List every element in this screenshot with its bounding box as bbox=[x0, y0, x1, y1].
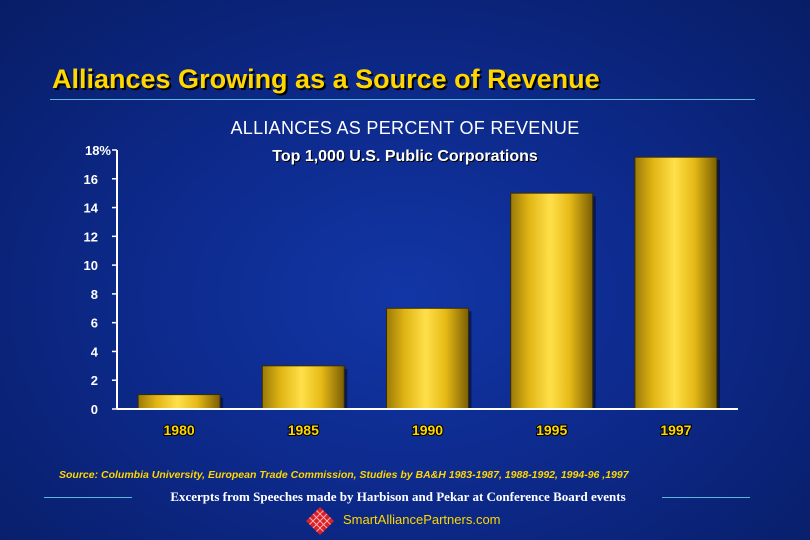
y-tick-label: 8 bbox=[91, 287, 98, 302]
slide-title: Alliances Growing as a Source of Revenue bbox=[52, 64, 600, 94]
chart-title: ALLIANCES AS PERCENT OF REVENUE bbox=[230, 118, 580, 138]
brand-link[interactable]: SmartAlliancePartners.com bbox=[343, 512, 501, 527]
x-tick-label: 1995 bbox=[536, 422, 567, 438]
diamond-lattice-icon bbox=[306, 507, 334, 535]
x-axis-labels: 1980 1985 1990 1995 1997 bbox=[163, 421, 693, 439]
bar-1990 bbox=[386, 307, 469, 410]
bar-1985 bbox=[261, 365, 345, 410]
chart-subtitle: Top 1,000 U.S. Public Corporations bbox=[272, 148, 538, 165]
footer-divider-right bbox=[662, 497, 750, 498]
chart-axes bbox=[112, 149, 738, 410]
y-tick-label: 2 bbox=[91, 373, 98, 388]
y-tick-label: 4 bbox=[91, 344, 99, 359]
title-divider bbox=[50, 99, 755, 100]
footer-caption: Excerpts from Speeches made by Harbison … bbox=[170, 489, 626, 504]
y-tick-label: 0 bbox=[91, 402, 98, 417]
x-tick-label: 1980 bbox=[164, 422, 195, 438]
bar-1995 bbox=[510, 192, 594, 410]
y-tick-label: 14 bbox=[84, 201, 99, 216]
y-tick-label: 12 bbox=[84, 229, 98, 244]
x-tick-label: 1990 bbox=[412, 422, 443, 438]
footer-divider-left bbox=[44, 497, 132, 498]
x-tick-label: 1985 bbox=[288, 422, 319, 438]
y-axis-labels: 0 2 4 6 8 10 12 14 16 18% bbox=[84, 143, 112, 417]
x-tick-label: 1997 bbox=[660, 422, 691, 438]
bar-series bbox=[137, 156, 720, 410]
bar-1980 bbox=[137, 394, 221, 410]
y-tick-label: 10 bbox=[84, 258, 98, 273]
source-note: Source: Columbia University, European Tr… bbox=[59, 469, 629, 481]
y-tick-label: 6 bbox=[91, 316, 98, 331]
y-tick-label: 16 bbox=[84, 172, 98, 187]
y-tick-label: 18% bbox=[85, 143, 111, 158]
bar-1997 bbox=[634, 156, 718, 410]
